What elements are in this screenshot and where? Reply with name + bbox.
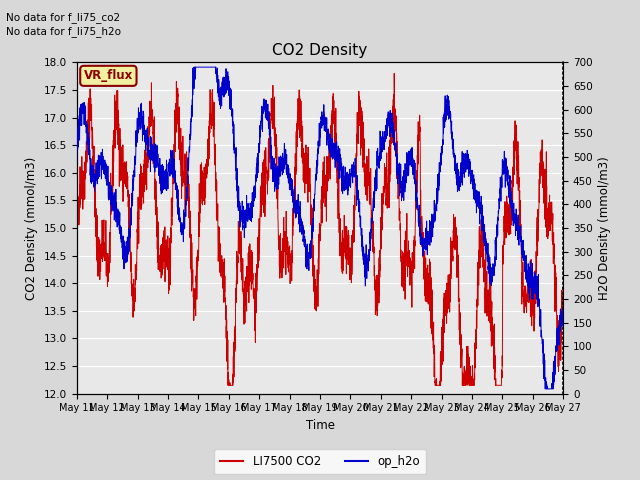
Text: No data for f_li75_co2: No data for f_li75_co2 [6, 12, 120, 23]
Y-axis label: CO2 Density (mmol/m3): CO2 Density (mmol/m3) [25, 156, 38, 300]
Text: No data for f_li75_h2o: No data for f_li75_h2o [6, 26, 122, 37]
Text: VR_flux: VR_flux [84, 69, 133, 83]
Legend: LI7500 CO2, op_h2o: LI7500 CO2, op_h2o [214, 449, 426, 474]
Title: CO2 Density: CO2 Density [273, 44, 367, 59]
X-axis label: Time: Time [305, 419, 335, 432]
Y-axis label: H2O Density (mmol/m3): H2O Density (mmol/m3) [598, 156, 611, 300]
